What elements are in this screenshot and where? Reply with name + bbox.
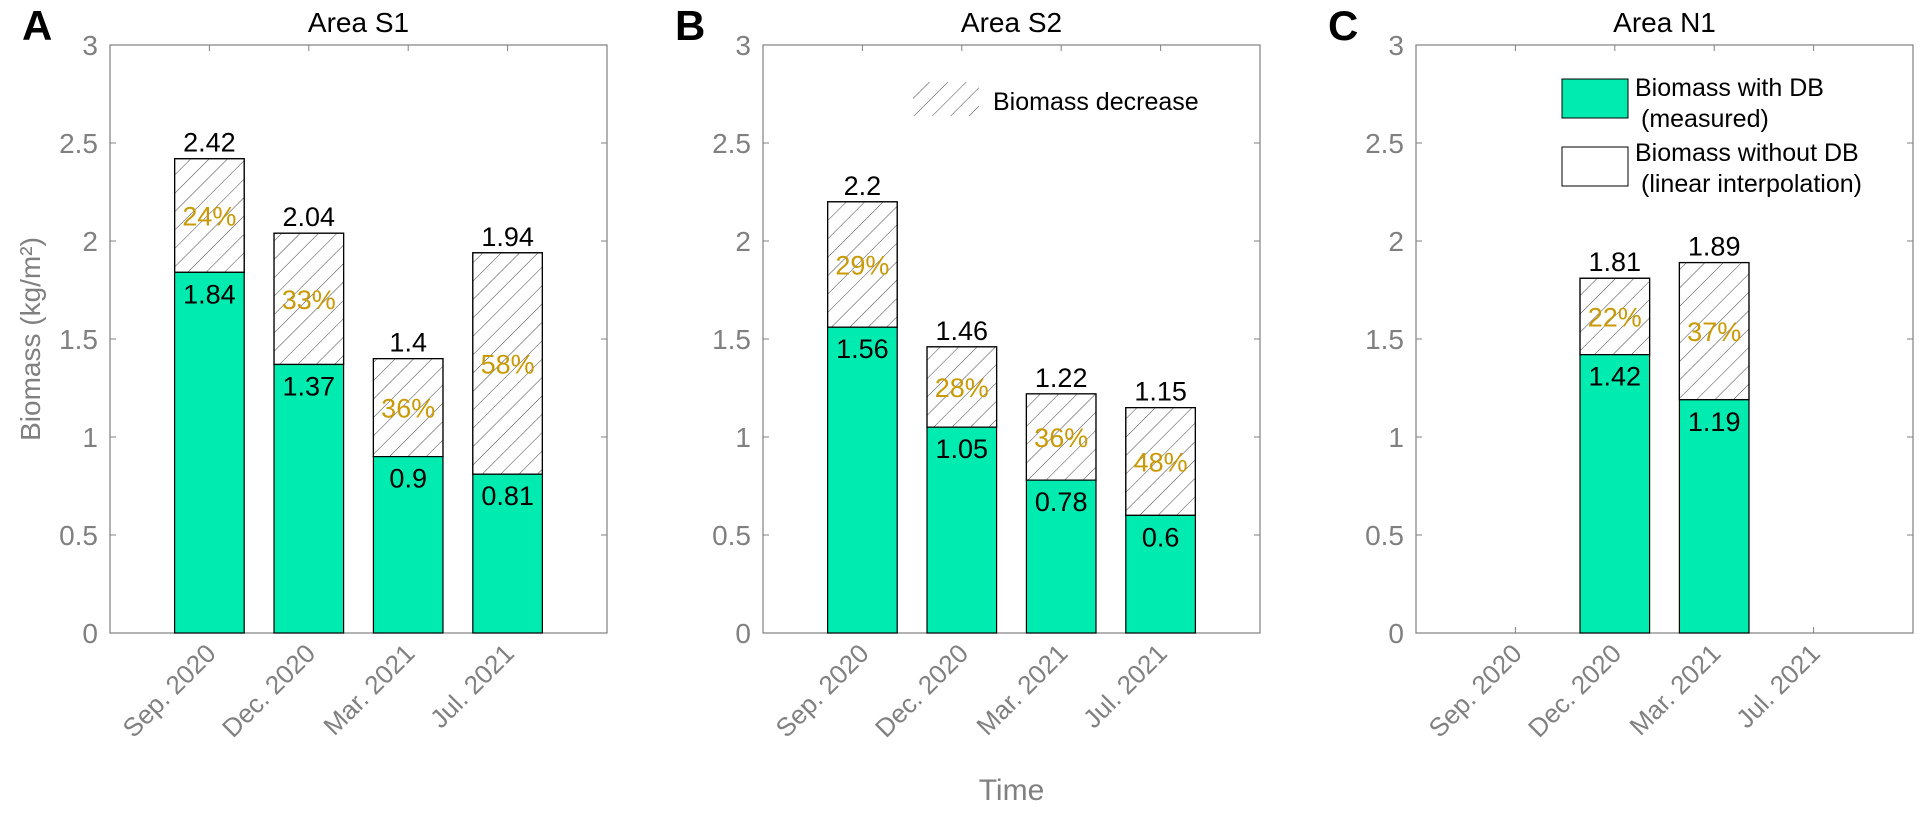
x-tick-label: Jul. 2021 [1077,638,1173,734]
x-tick-label: Mar. 2021 [1623,638,1726,741]
y-tick-label: 0.5 [59,520,98,551]
bar-with-db [1125,514,1196,634]
y-tick-label: 0.5 [712,520,751,551]
decrease-percent-label: 22% [1588,302,1642,332]
bar-with-db [827,326,898,634]
x-tick-label: Sep. 2020 [1423,638,1528,743]
legend-label: (linear interpolation) [1641,170,1862,198]
decrease-percent-label: 37% [1687,317,1741,347]
x-tick-label: Jul. 2021 [1730,638,1826,734]
bar-with-db [372,456,444,634]
x-tick-label: Sep. 2020 [117,638,222,743]
y-tick-label: 2 [1388,226,1404,257]
bar-with-db-label: 1.19 [1688,407,1741,437]
bar-decrease-hatch [1579,277,1651,356]
bar-total-label: 1.4 [389,328,427,358]
bar-with-db-label: 1.56 [836,334,889,364]
axes-box [1415,44,1914,634]
bar-with-db [1025,479,1097,634]
y-axis-label: Biomass (kg/m²) [15,237,46,441]
panel-letter: B [675,2,705,49]
legend-label: Biomass with DB [1635,74,1824,102]
y-tick-label: 1.5 [712,324,751,355]
legend-hatch-swatch [913,82,979,116]
bar-with-db [926,426,998,634]
decrease-percent-label: 48% [1134,448,1188,478]
bar-total-label: 2.42 [183,128,236,158]
y-tick-label: 2 [82,226,98,257]
y-tick-label: 3 [82,30,98,61]
bar-decrease-hatch [1125,407,1196,517]
legend-label: Biomass without DB [1635,139,1859,167]
decrease-percent-label: 29% [835,251,889,281]
bar-with-db-label: 0.6 [1142,522,1180,552]
y-tick-label: 1.5 [59,324,98,355]
bar-with-db-label: 1.84 [183,279,236,309]
y-tick-label: 1.5 [1365,324,1404,355]
decrease-percent-label: 36% [1034,423,1088,453]
x-tick-label: Dec. 2020 [869,638,974,743]
y-tick-label: 1 [1388,422,1404,453]
bar-total-label: 1.81 [1589,247,1642,277]
y-tick-label: 0 [735,618,751,649]
bar-decrease-hatch [372,358,444,458]
bar-decrease-hatch [174,158,245,273]
x-tick-label: Mar. 2021 [317,638,420,741]
decrease-percent-label: 36% [381,394,435,424]
bar-decrease-hatch [827,201,898,328]
bar-total-label: 1.89 [1688,232,1741,262]
y-tick-label: 2 [735,226,751,257]
bar-with-db-label: 1.37 [283,371,336,401]
bar-with-db [472,473,543,634]
bar-total-label: 1.94 [481,222,534,252]
y-tick-label: 3 [1388,30,1404,61]
x-tick-label: Sep. 2020 [770,638,875,743]
decrease-percent-label: 24% [182,202,236,232]
bar-with-db [174,271,245,634]
bar-with-db-label: 0.81 [481,481,534,511]
legend-swatch-with-db [1561,78,1629,119]
panel-title: Area S1 [308,7,409,38]
y-tick-label: 1 [735,422,751,453]
legend-label: Biomass decrease [993,88,1199,116]
legend-swatch-without-db [1561,146,1629,187]
y-tick-label: 3 [735,30,751,61]
bar-total-label: 1.22 [1035,363,1088,393]
x-axis-label: Time [979,774,1045,807]
bar-total-label: 1.46 [936,316,989,346]
decrease-percent-label: 58% [481,350,535,380]
y-tick-label: 0.5 [1365,520,1404,551]
panel-title: Area S2 [961,7,1062,38]
x-tick-label: Dec. 2020 [216,638,321,743]
bar-with-db [1579,354,1651,634]
bar-with-db [273,363,345,634]
bar-decrease-hatch [472,252,543,475]
y-tick-label: 2.5 [59,128,98,159]
bar-with-db [1678,399,1750,634]
decrease-percent-label: 33% [282,285,336,315]
bar-decrease-hatch [1025,393,1097,481]
x-tick-label: Jul. 2021 [424,638,520,734]
y-tick-label: 2.5 [712,128,751,159]
y-tick-label: 0 [1388,618,1404,649]
y-tick-label: 1 [82,422,98,453]
x-tick-label: Dec. 2020 [1522,638,1627,743]
decrease-percent-label: 28% [935,373,989,403]
bar-with-db-label: 1.05 [936,434,989,464]
y-tick-label: 2.5 [1365,128,1404,159]
x-tick-label: Mar. 2021 [970,638,1073,741]
bar-decrease-hatch [1678,261,1750,401]
bar-with-db-label: 1.42 [1589,362,1642,392]
panel-letter: A [22,2,52,49]
panel-title: Area N1 [1613,7,1716,38]
bar-with-db-label: 0.78 [1035,487,1088,517]
bar-total-label: 2.04 [283,202,336,232]
y-tick-label: 0 [82,618,98,649]
panel-letter: C [1328,2,1358,49]
legend-label: (measured) [1641,105,1769,133]
bar-total-label: 2.2 [844,171,882,201]
bar-with-db-label: 0.9 [389,464,427,494]
bar-total-label: 1.15 [1134,377,1187,407]
